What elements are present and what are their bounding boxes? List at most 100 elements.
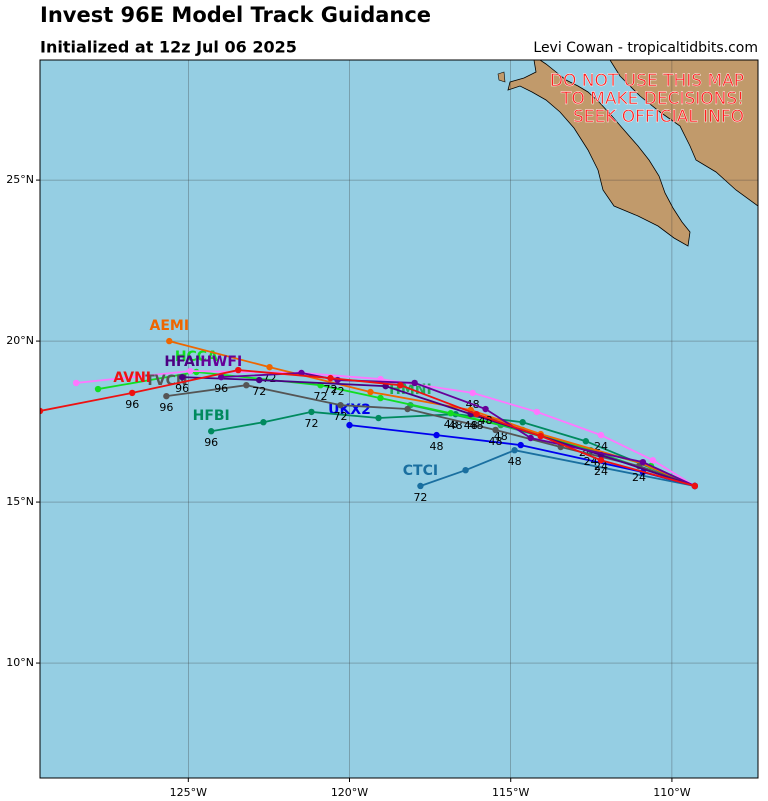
track-point [397,381,404,389]
track-point [597,457,605,464]
track-point [163,392,170,400]
hour-label: 24 [594,465,608,478]
track-point [260,419,267,426]
track-point [473,410,480,418]
hour-label: 24 [584,455,598,468]
hour-label: 48 [489,435,503,448]
track-point [337,401,344,409]
track-point [256,376,263,384]
track-name: HWFI [200,354,242,370]
hour-label: 96 [125,398,139,411]
y-tick-label: 10°N [6,656,34,669]
track-point [94,385,102,393]
x-tick-label: 125°W [170,786,207,799]
hour-label: 96 [175,382,189,395]
warning: DO NOT USE THIS MAP [550,71,744,91]
hour-label: 24 [594,460,608,473]
hour-label: 72 [333,410,347,423]
track-point [346,421,353,429]
track-name: AVNI [113,370,151,386]
track-line [182,376,696,487]
track-line [420,449,695,487]
hour-label: 48 [449,419,463,432]
track-point [519,419,526,426]
track-point [447,410,454,417]
track-point [533,408,541,416]
track-point [691,482,699,490]
hour-label: 48 [479,414,493,427]
y-tick-label: 25°N [6,173,34,186]
track-name: AEMI [150,318,190,334]
track-point [207,428,215,435]
track-point [417,482,424,490]
hour-label: 72 [252,385,266,398]
track-point [327,374,334,382]
track-point [235,366,242,374]
hour-label: 72 [331,385,345,398]
track-point [243,381,250,389]
track-point [597,431,605,439]
track-point [511,447,518,454]
track-point [72,379,80,387]
track-point [377,394,384,402]
track-point [582,438,590,445]
track-point [492,426,499,434]
track-point [639,458,647,466]
baja-california [507,60,691,247]
hour-label: 72 [413,491,427,504]
x-tick-label: 115°W [492,786,529,799]
plot-area: 4872CTCI48UKX224487296HFBI2448HMNI4872HC… [40,60,758,778]
x-tick-label: 120°W [331,786,368,799]
warning: TO MAKE DECISIONS! [560,89,744,109]
hour-label: 48 [494,430,508,443]
track-point [187,367,194,375]
track-point [375,414,382,422]
track-point [266,363,273,371]
island [497,71,506,83]
track-point [411,379,418,387]
track-name: TVCN [145,373,187,389]
tracks: 4872CTCI48UKX224487296HFBI2448HMNI4872HC… [40,318,699,504]
track-point [537,432,544,440]
track-point [649,457,657,464]
hour-label: 72 [304,417,318,430]
track-point [40,407,44,415]
y-tick-label: 20°N [6,334,34,347]
track-name: HCCA [175,349,218,365]
track-point [166,337,173,345]
hour-label: 48 [444,418,458,431]
x-tick-label: 110°W [653,786,690,799]
title: Invest 96E Model Track Guidance [40,3,431,27]
hour-label: 48 [470,419,484,432]
track-line [211,411,696,487]
track-point [308,408,315,416]
track-point [517,441,524,449]
hour-label: 48 [464,419,478,432]
track-point [404,405,411,413]
track-point [462,466,469,474]
hour-label: 96 [159,401,173,414]
track-point [527,434,534,442]
mainland-mexico [609,60,758,207]
track-name: CTCI [403,463,438,479]
frame [39,59,759,779]
hour-label: 72 [323,383,337,396]
track-line [221,372,696,487]
hour-label: 48 [508,455,522,468]
track-point [433,431,440,439]
track-point [178,373,186,381]
hour-label: 24 [632,471,646,484]
track-point [217,373,225,381]
track-point [367,388,374,396]
track-name: HFAI [164,354,200,370]
hour-label: 96 [214,382,228,395]
hour-label: 48 [430,440,444,453]
warning: SEEK OFFICIAL INFO [573,107,744,127]
track-point [377,375,384,383]
hour-label: 96 [204,436,218,449]
track-point [469,389,476,397]
credit: Levi Cowan - tropicaltidbits.com [533,40,758,56]
track-name: HFBI [193,408,230,424]
track-point [482,405,489,413]
